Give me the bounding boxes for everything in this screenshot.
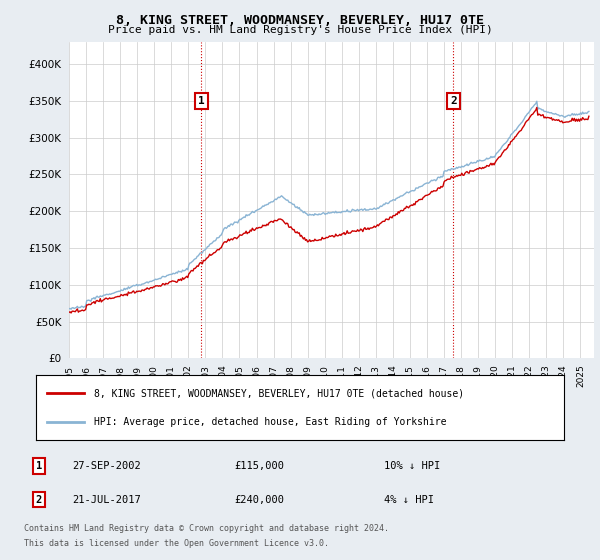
- Text: £115,000: £115,000: [234, 461, 284, 471]
- Text: 2: 2: [36, 494, 42, 505]
- Text: 8, KING STREET, WOODMANSEY, BEVERLEY, HU17 0TE (detached house): 8, KING STREET, WOODMANSEY, BEVERLEY, HU…: [94, 388, 464, 398]
- Text: HPI: Average price, detached house, East Riding of Yorkshire: HPI: Average price, detached house, East…: [94, 417, 446, 427]
- Text: 1: 1: [198, 96, 205, 106]
- Text: Contains HM Land Registry data © Crown copyright and database right 2024.: Contains HM Land Registry data © Crown c…: [24, 524, 389, 533]
- Text: £240,000: £240,000: [234, 494, 284, 505]
- Text: 4% ↓ HPI: 4% ↓ HPI: [384, 494, 434, 505]
- Text: 1: 1: [36, 461, 42, 471]
- Text: 10% ↓ HPI: 10% ↓ HPI: [384, 461, 440, 471]
- Text: Price paid vs. HM Land Registry's House Price Index (HPI): Price paid vs. HM Land Registry's House …: [107, 25, 493, 35]
- Text: 21-JUL-2017: 21-JUL-2017: [72, 494, 141, 505]
- Text: 8, KING STREET, WOODMANSEY, BEVERLEY, HU17 0TE: 8, KING STREET, WOODMANSEY, BEVERLEY, HU…: [116, 14, 484, 27]
- Text: 27-SEP-2002: 27-SEP-2002: [72, 461, 141, 471]
- Text: 2: 2: [450, 96, 457, 106]
- Text: This data is licensed under the Open Government Licence v3.0.: This data is licensed under the Open Gov…: [24, 539, 329, 548]
